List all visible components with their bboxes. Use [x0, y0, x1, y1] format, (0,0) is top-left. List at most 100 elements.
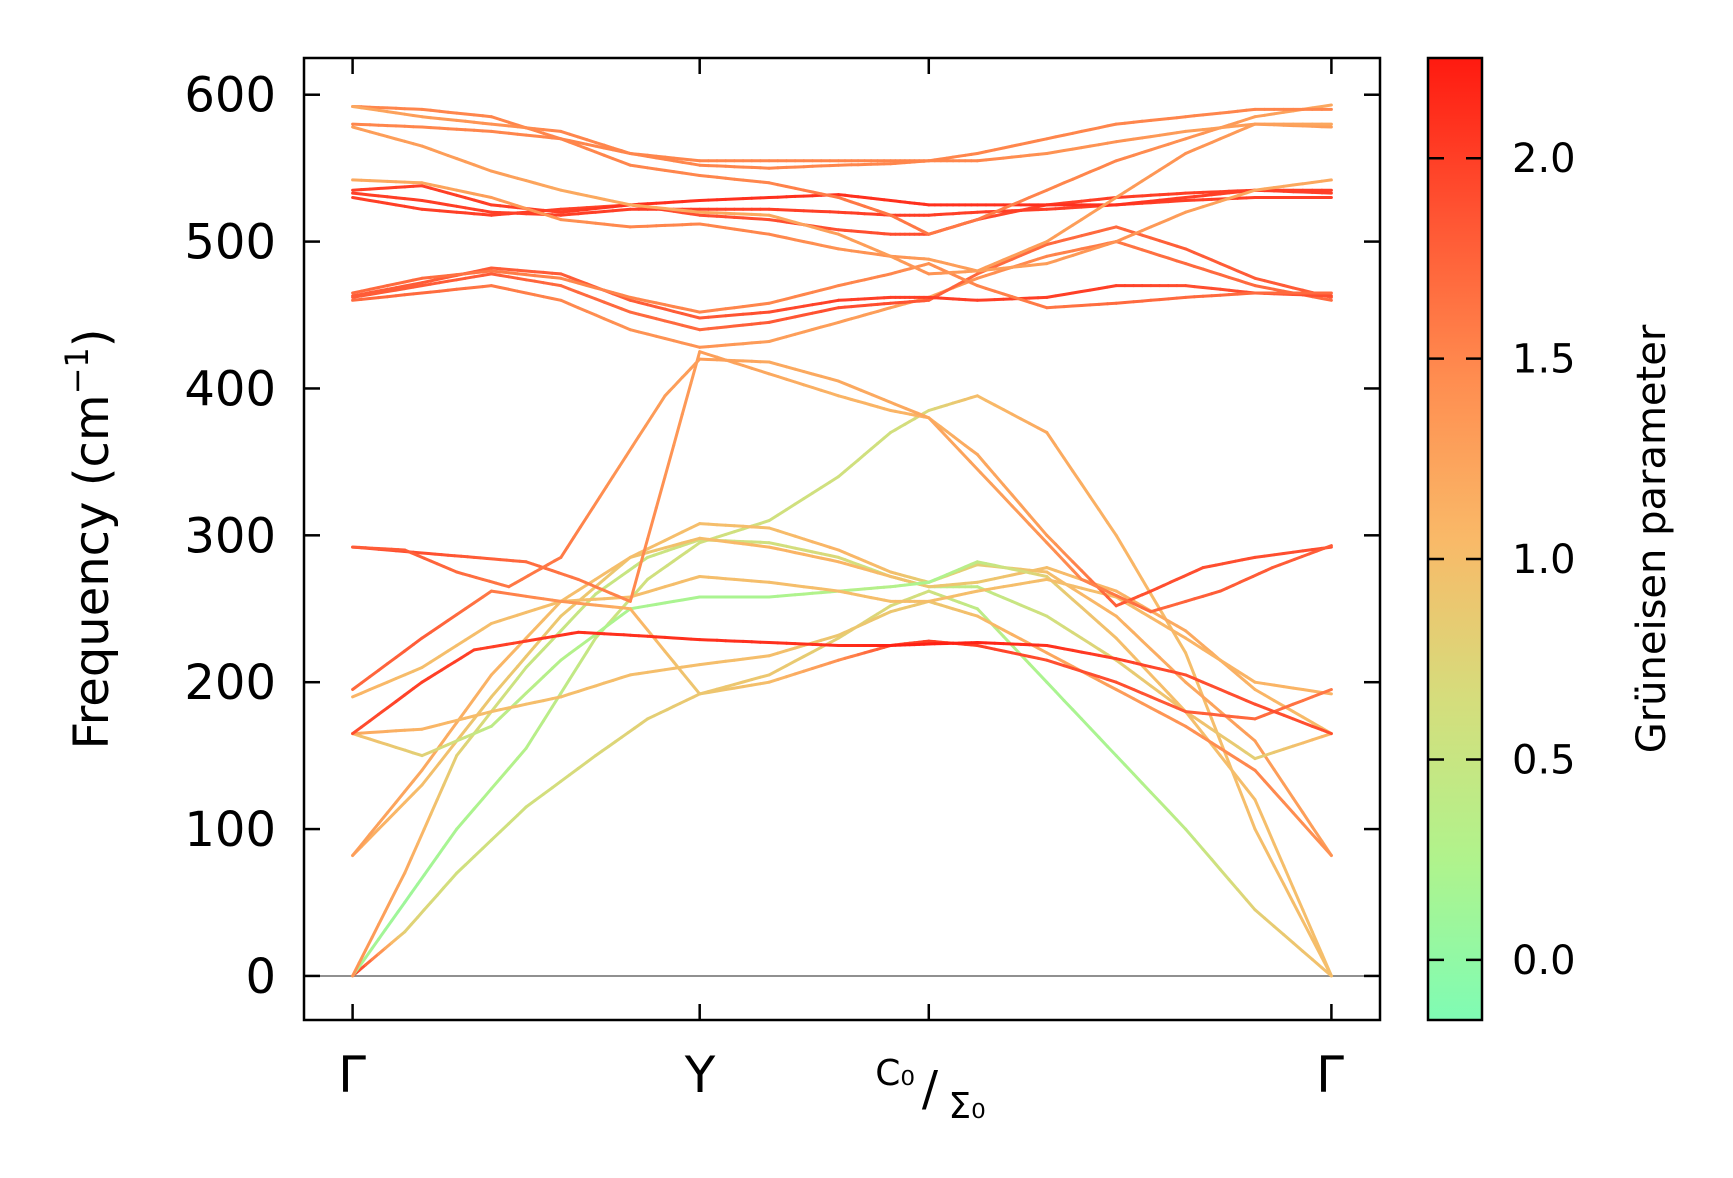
band-segment [1000, 493, 1014, 508]
band-segment [368, 668, 381, 679]
band-segment [1166, 697, 1179, 707]
band-segment [489, 685, 502, 699]
band-segment [802, 491, 814, 501]
band-segment [472, 846, 485, 859]
y-axis-label-sup: −1 [58, 347, 96, 394]
band-segment [368, 827, 381, 840]
band-segment [1175, 720, 1188, 728]
band-segment [1027, 300, 1040, 307]
band-segment [1054, 655, 1066, 664]
band-segment [1062, 625, 1075, 635]
band-segment [680, 577, 693, 584]
band-segment [1106, 159, 1118, 166]
band-segment [1236, 269, 1248, 277]
band-segment [568, 664, 580, 681]
band-segment [568, 287, 580, 294]
band-segment [1201, 592, 1214, 598]
band-segment [420, 772, 433, 787]
band-segment [390, 884, 400, 901]
band-segment [993, 592, 1005, 600]
band-segment [1244, 699, 1257, 706]
band-segment [1244, 898, 1257, 912]
band-segment [1010, 504, 1023, 517]
band-segment [1310, 691, 1324, 699]
band-segment [1010, 251, 1023, 258]
band-segment [403, 687, 415, 697]
band-segment [507, 174, 519, 180]
band-segment [1244, 675, 1257, 684]
band-segment [489, 716, 502, 728]
band-segment [1282, 109, 1295, 114]
y-tick-label: 400 [184, 361, 276, 417]
band-segment [368, 737, 381, 744]
band-segment [1036, 240, 1049, 247]
band-segment [602, 678, 615, 685]
band-segment [394, 673, 407, 680]
band-segment [1132, 631, 1144, 643]
x-tick-label-c0-sigma0: C₀ / Σ₀ [875, 1053, 985, 1127]
band-segment [416, 873, 426, 886]
band-segment [568, 132, 580, 139]
band-segment [1097, 508, 1109, 524]
band-segment [776, 649, 788, 655]
band-segment [472, 198, 485, 204]
band-segment [420, 630, 433, 640]
band-segment [811, 540, 823, 546]
y-axis-label: Frequency (cm−1) [58, 328, 120, 749]
band-segment [680, 526, 693, 534]
band-band-9 [351, 589, 1333, 721]
band-segment [663, 534, 676, 542]
band-segment [550, 186, 563, 192]
band-segment [1218, 262, 1231, 269]
band-segment [446, 644, 459, 653]
band-segment [1192, 688, 1205, 699]
band-segment [550, 658, 563, 670]
band-band-8 [351, 575, 1333, 699]
band-segment [524, 207, 537, 213]
band-segment [984, 398, 997, 407]
band-segment [1236, 673, 1248, 684]
band-segment [1071, 568, 1083, 581]
band-segment [975, 274, 988, 280]
band-segment [1210, 717, 1222, 743]
band-segment [394, 745, 407, 752]
band-segment [937, 427, 952, 442]
band-segment [422, 901, 433, 912]
band-segment [1088, 166, 1101, 174]
band-segment [1054, 569, 1066, 575]
band-segment [663, 649, 676, 664]
colorbar-label: Grüneisen parameter [1629, 324, 1675, 753]
band-segment [811, 386, 823, 392]
band-segment [1322, 544, 1333, 550]
band-segment [1019, 637, 1031, 646]
band-segment [533, 675, 545, 687]
band-segment [1054, 689, 1066, 703]
band-segment [793, 380, 806, 387]
band-segment [1291, 549, 1305, 554]
band-segment [524, 799, 537, 809]
band-segment [489, 664, 502, 677]
band-segment [758, 369, 771, 376]
band-segment [1166, 157, 1179, 166]
band-segment [1272, 710, 1286, 717]
band-segment [1301, 688, 1314, 693]
band-segment [1062, 660, 1075, 669]
band-segment [1071, 218, 1083, 227]
band-segment [1301, 695, 1314, 703]
band-segment [1192, 837, 1205, 851]
band-segment [1149, 236, 1162, 243]
band-segment [1114, 533, 1127, 552]
band-segment [602, 143, 615, 150]
band-segment [403, 779, 415, 794]
band-segment [617, 454, 628, 468]
band-segment [663, 543, 676, 550]
band-segment [1158, 239, 1170, 245]
band-segment [359, 688, 372, 695]
band-segment [394, 649, 407, 659]
band-segment [463, 160, 476, 167]
band-segment [1310, 937, 1324, 960]
band-segment [1019, 417, 1031, 425]
band-segment [1140, 691, 1153, 699]
band-segment [1123, 242, 1136, 249]
band-segment [370, 923, 381, 939]
